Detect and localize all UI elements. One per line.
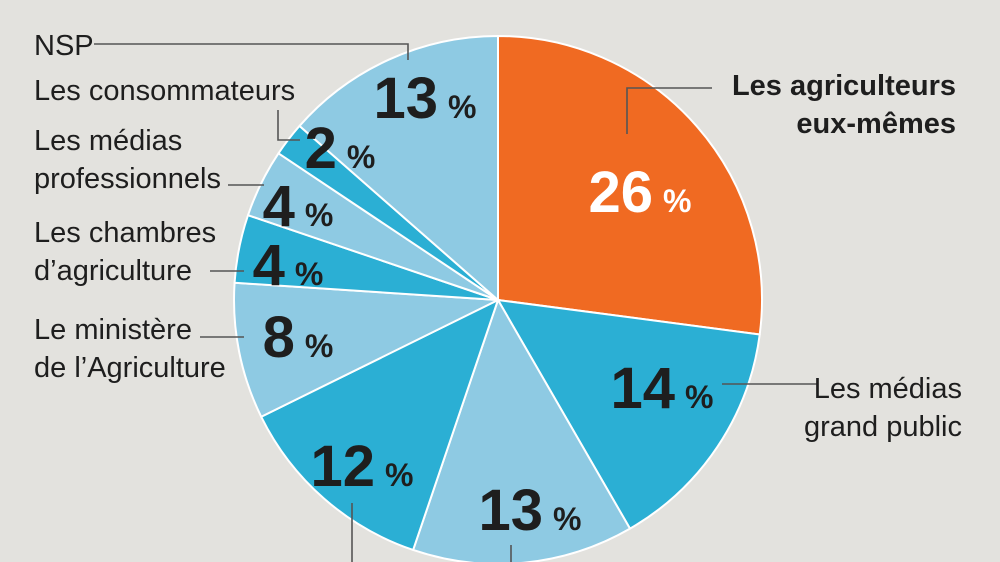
pie-slice: [260, 299, 499, 551]
category-labels: Les agriculteurs eux-mêmes Les médias grand…: [34, 30, 962, 443]
value-label: 14%: [611, 356, 714, 421]
category-label-line: eux-mêmes: [796, 108, 956, 140]
value-number: 14: [611, 356, 676, 421]
leader-line: [94, 43, 409, 60]
leader-line: [277, 110, 300, 141]
value-number: 26: [589, 160, 654, 225]
value-number: 4: [253, 233, 285, 298]
category-label: Les médias grand public: [804, 373, 962, 443]
value-unit: %: [385, 457, 413, 493]
category-label: Les consommateurs: [34, 75, 295, 107]
value-label: 12%: [311, 434, 414, 499]
value-label: 4%: [263, 174, 334, 239]
value-number: 8: [263, 305, 295, 370]
category-label: Le ministère de l’Agriculture: [34, 314, 226, 384]
category-label-line: Les agriculteurs: [732, 70, 956, 102]
pie-slice: [497, 35, 763, 336]
value-number: 13: [374, 66, 439, 131]
pie-slice: [298, 35, 499, 301]
value-unit: %: [663, 183, 691, 219]
pie-slice: [233, 281, 499, 418]
leader-lines: [94, 43, 818, 562]
value-unit: %: [305, 328, 333, 364]
value-label: 8%: [263, 305, 334, 370]
value-label: 13%: [479, 478, 582, 543]
value-number: 13: [479, 478, 544, 543]
category-label-line: Les médias: [34, 125, 182, 157]
pie-slices: [233, 35, 763, 562]
value-number: 12: [311, 434, 376, 499]
category-label-line: de l’Agriculture: [34, 352, 226, 384]
category-label-line: professionnels: [34, 163, 221, 195]
value-unit: %: [305, 197, 333, 233]
category-label-line: Les médias: [814, 373, 962, 405]
category-label: Les médias professionnels: [34, 125, 221, 195]
value-label: 26%: [589, 160, 692, 225]
category-label-line: Les consommateurs: [34, 75, 295, 107]
value-labels: 26 %14 %13 %12 %8 %4 %4 %2 %13%: [253, 66, 714, 543]
value-number: 4: [263, 174, 295, 239]
category-label-line: grand public: [804, 411, 962, 443]
category-label: Les chambres d’agriculture: [34, 217, 216, 287]
value-unit: %: [347, 139, 375, 175]
value-label: 4%: [253, 233, 324, 298]
value-unit: %: [553, 501, 581, 537]
pie-slice: [497, 299, 761, 530]
category-label-line: Le ministère: [34, 314, 192, 346]
value-label: 2%: [305, 116, 376, 181]
category-label-line: d’agriculture: [34, 255, 192, 287]
category-label: NSP: [34, 30, 94, 62]
leader-line: [626, 87, 712, 134]
category-label: Les agriculteurs eux-mêmes: [732, 70, 956, 140]
value-unit: %: [685, 379, 713, 415]
pie-slice: [412, 299, 631, 562]
category-label-line: NSP: [34, 30, 94, 62]
value-label: 13%: [374, 66, 477, 131]
value-unit: %: [295, 256, 323, 292]
value-unit: %: [448, 89, 476, 125]
category-label-line: Les chambres: [34, 217, 216, 249]
value-number: 2: [305, 116, 337, 181]
